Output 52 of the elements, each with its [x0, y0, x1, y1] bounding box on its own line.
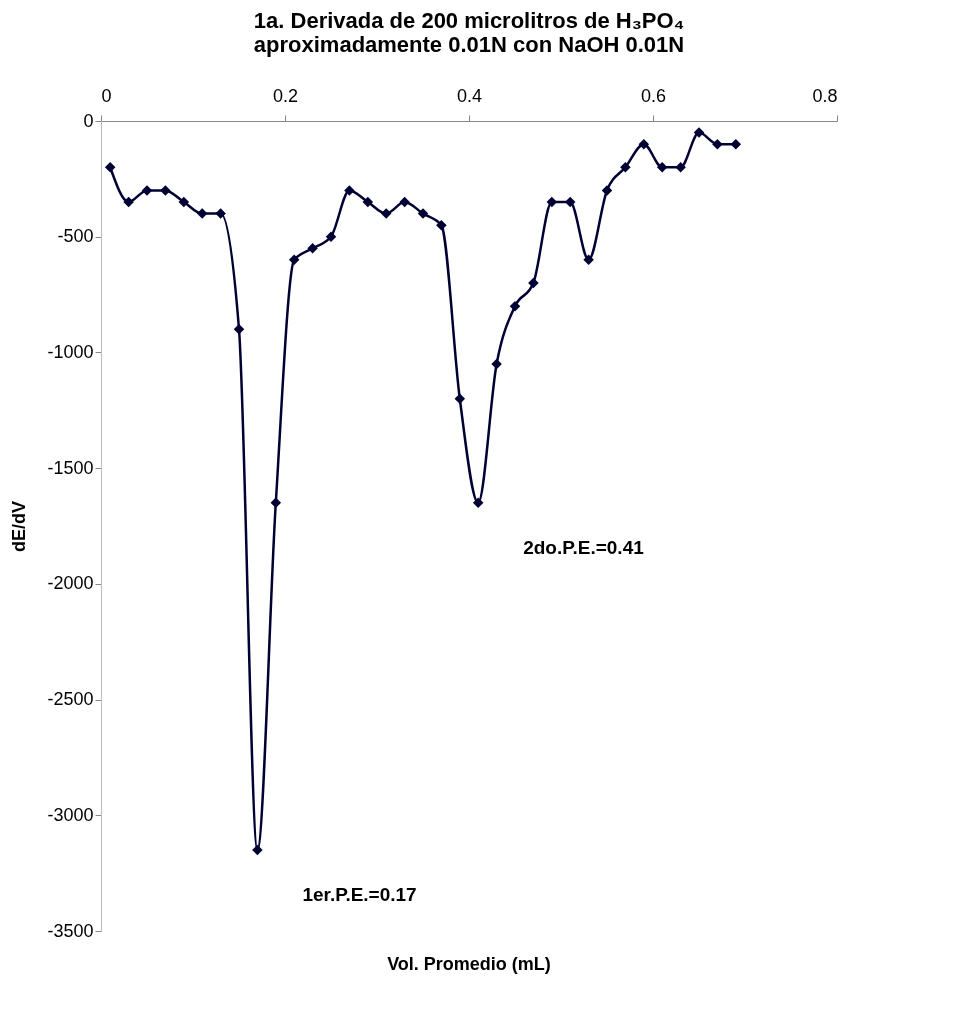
x-tick-label: 0.6: [640, 85, 667, 106]
point: [620, 162, 631, 173]
point: [399, 196, 410, 208]
text: aproximadamente 0.01N con NaOH 0.01N: [253, 32, 685, 57]
y-tick-label: -3500: [47, 920, 94, 941]
x-tick-label: 0: [101, 85, 112, 106]
annotation: 2do.P.E.=0.41: [523, 536, 645, 558]
y-tick-label: -2500: [47, 689, 94, 710]
point: [123, 196, 134, 208]
x-tick-label: 0.4: [456, 85, 483, 106]
x-tick-label: 0.8: [812, 85, 838, 106]
y-tick-label: -2000: [47, 573, 94, 594]
point: [380, 208, 392, 219]
point: [509, 300, 521, 312]
x-axis-title: Vol. Promedio (mL): [387, 954, 551, 974]
point: [656, 162, 668, 173]
point: [730, 138, 742, 150]
point: [583, 254, 594, 266]
y-tick-label: -1000: [47, 341, 94, 362]
point: [693, 127, 705, 138]
point: [712, 138, 723, 150]
point: [160, 185, 171, 196]
point: [417, 208, 429, 219]
point: [141, 185, 153, 196]
point: [307, 243, 318, 254]
point: [472, 497, 484, 509]
point: [601, 185, 613, 196]
point: [215, 208, 226, 219]
point: [252, 844, 263, 856]
point: [528, 277, 539, 289]
point: [104, 162, 116, 173]
y-tick-label: 0: [83, 110, 94, 131]
y-tick-label: -500: [57, 226, 94, 247]
point: [491, 358, 502, 370]
y-tick-label: -1500: [47, 457, 94, 478]
point: [344, 185, 355, 196]
point: [233, 324, 245, 335]
point: [638, 138, 650, 150]
point: [675, 162, 686, 173]
point: [325, 231, 337, 242]
y-axis-title: dE/dV: [9, 500, 30, 553]
point: [196, 208, 208, 219]
point: [288, 254, 300, 266]
point: [178, 196, 190, 208]
x-tick-label: 0.2: [272, 85, 299, 106]
point: [436, 219, 447, 231]
point: [454, 393, 466, 404]
text: 1a. Derivada de 200 microlitros de H₃PO₄: [253, 8, 685, 33]
annotation: 1er.P.E.=0.17: [302, 884, 417, 905]
y-tick-label: -3000: [47, 804, 94, 825]
point: [362, 196, 374, 208]
point: [270, 497, 282, 509]
